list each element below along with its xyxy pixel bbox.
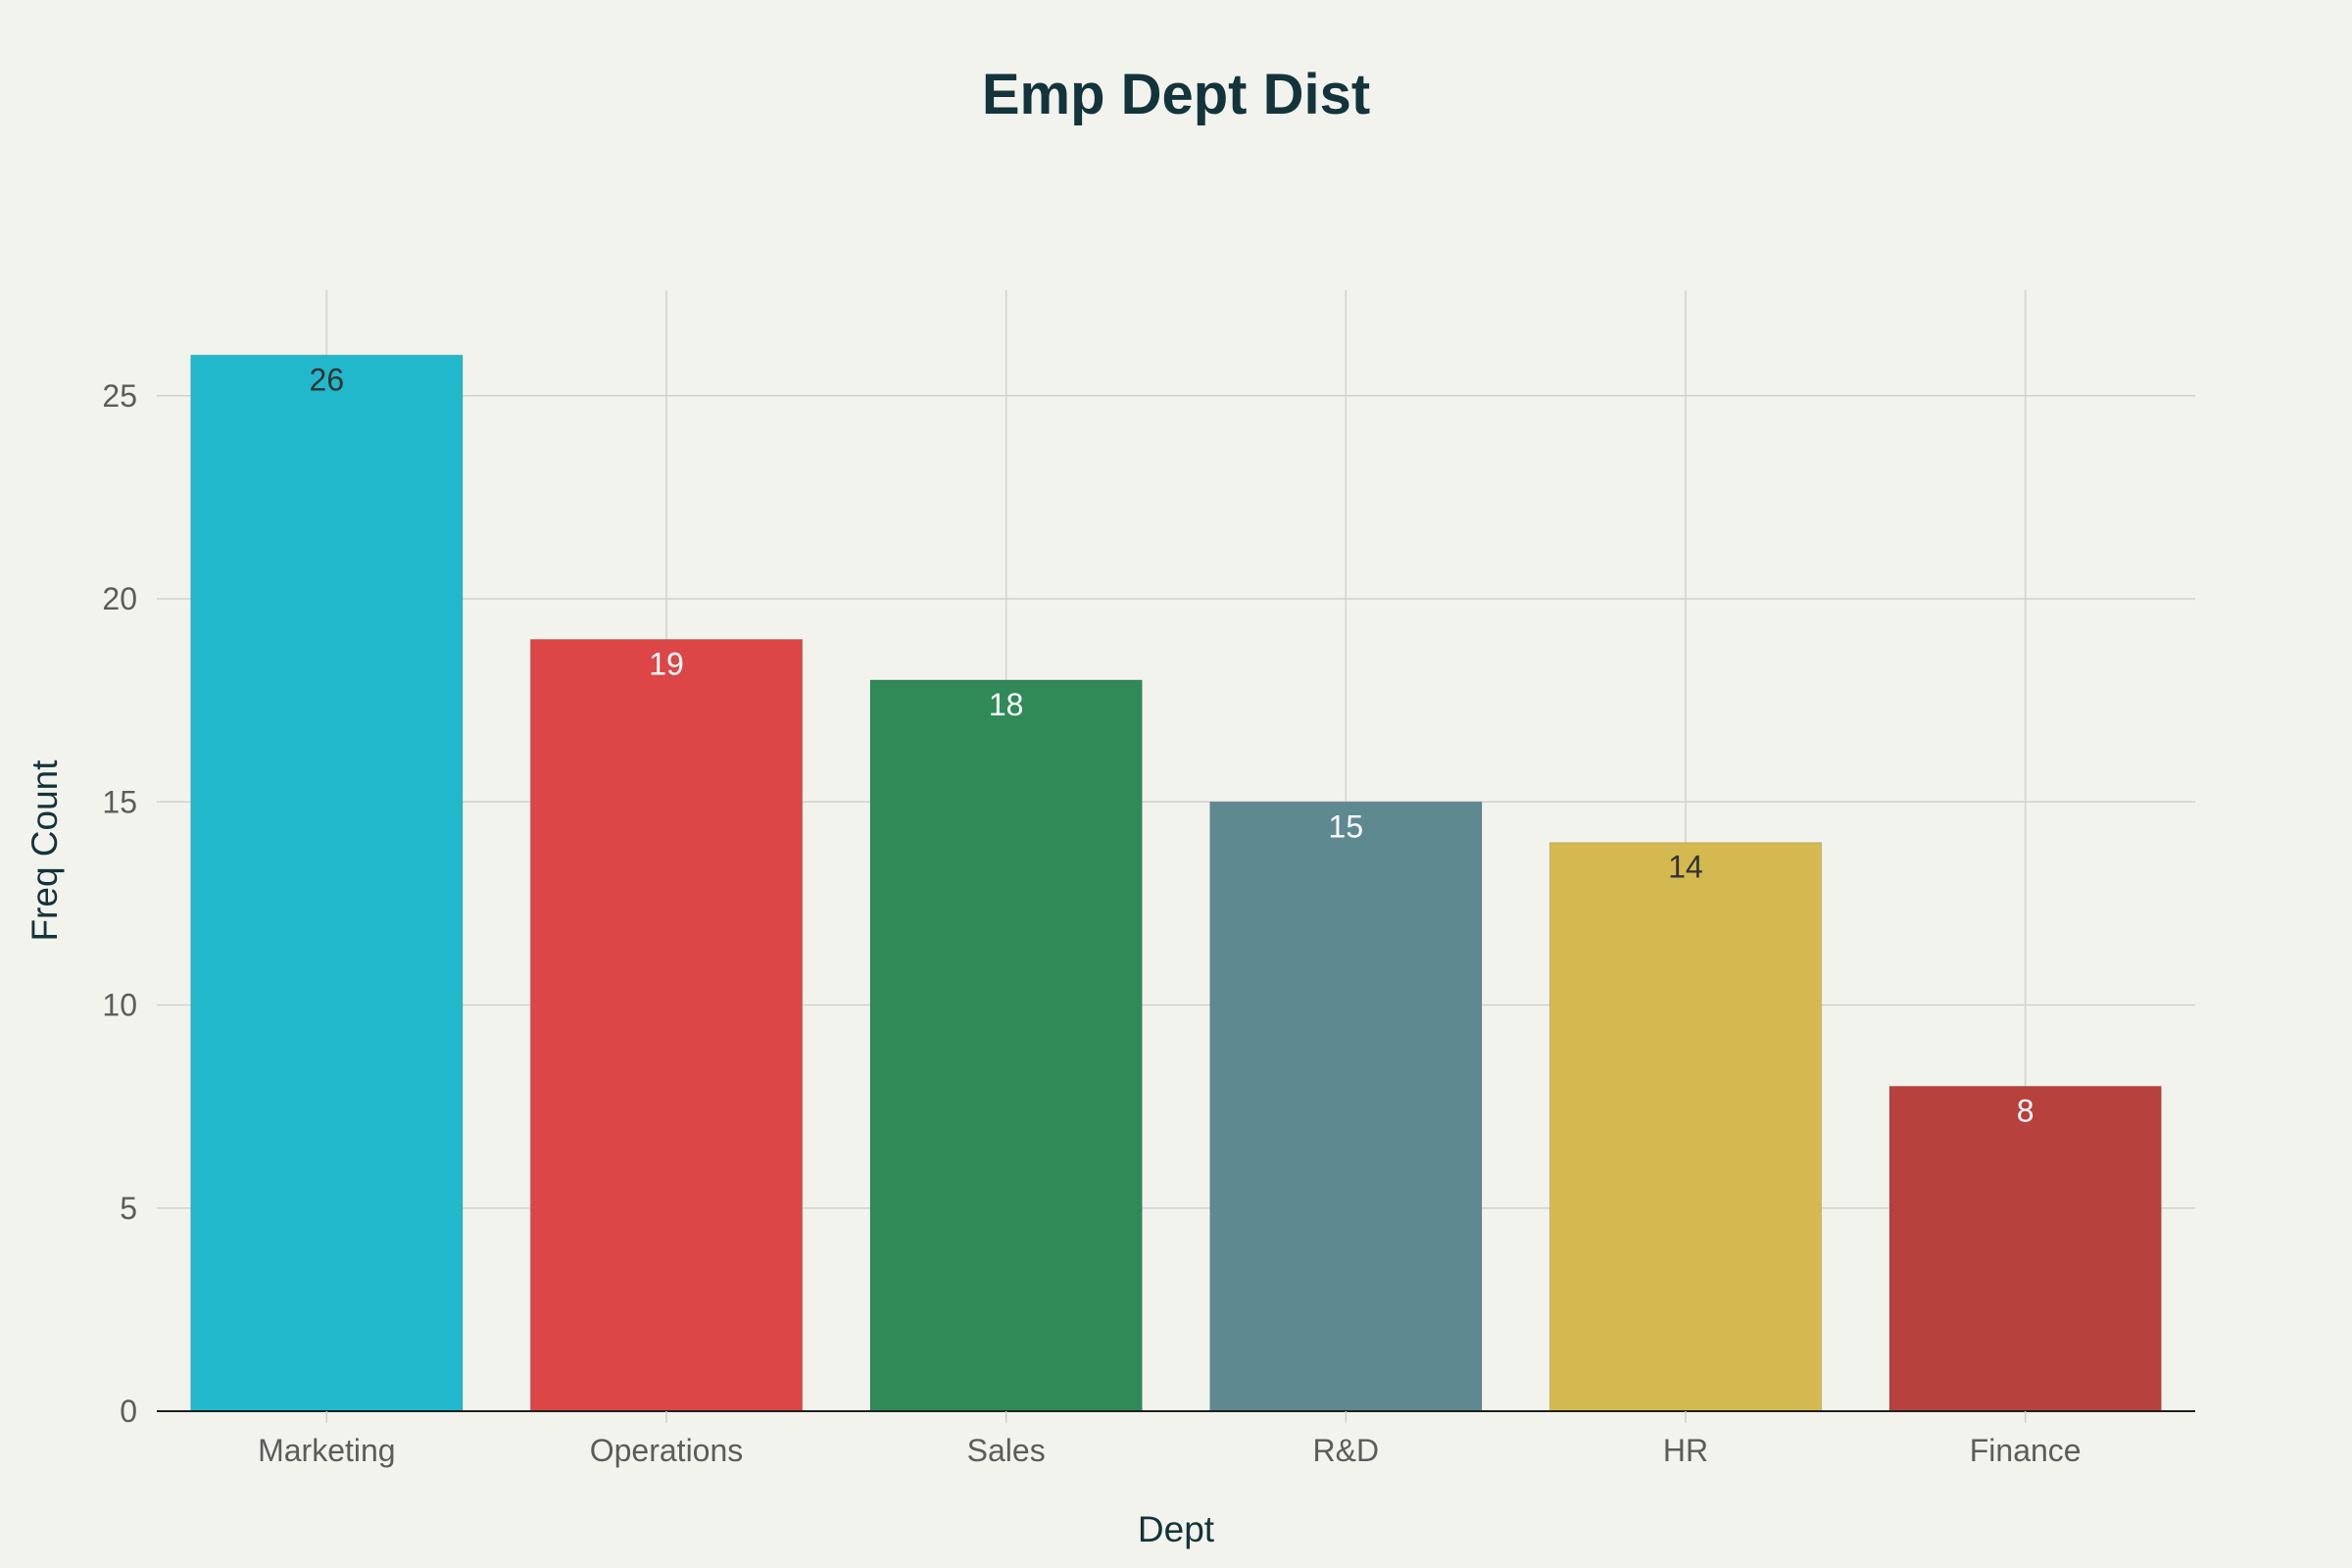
chart-title: Emp Dept Dist [982,63,1370,126]
y-tick-label: 5 [120,1191,137,1226]
bar-value-label: 14 [1668,850,1703,885]
x-tick-label: Sales [967,1433,1046,1468]
x-tick-label: Operations [590,1433,744,1468]
bars [190,354,2162,1412]
bar-marketing [190,354,464,1412]
bar-sales [869,679,1143,1412]
y-tick-label: 25 [102,378,137,414]
x-tick-label: HR [1663,1433,1708,1468]
x-tick-label: Finance [1970,1433,2082,1468]
bar-finance [1888,1085,2162,1412]
x-tick-label: Marketing [258,1433,396,1468]
bar-operations [529,638,804,1412]
bar-value-label: 19 [649,646,684,681]
y-tick-label: 15 [102,784,137,819]
y-tick-label: 0 [120,1394,137,1429]
y-tick-label: 20 [102,581,137,616]
labels: 0 5 10 15 20 25 26 19 18 15 14 8 Marketing Operations… [102,362,2081,1468]
axes [157,1410,2195,1423]
bar-value-label: 18 [989,687,1024,722]
bar-r-d [1209,801,1483,1412]
bar-hr [1548,842,1823,1412]
x-axis-title: Dept [1138,1509,1215,1549]
bar-value-label: 26 [310,362,345,397]
y-tick-label: 10 [102,988,137,1023]
y-axis-title: Freq Count [24,760,65,942]
bar-value-label: 8 [2017,1093,2034,1128]
bar-value-label: 15 [1329,808,1364,844]
x-tick-label: R&D [1313,1433,1380,1468]
